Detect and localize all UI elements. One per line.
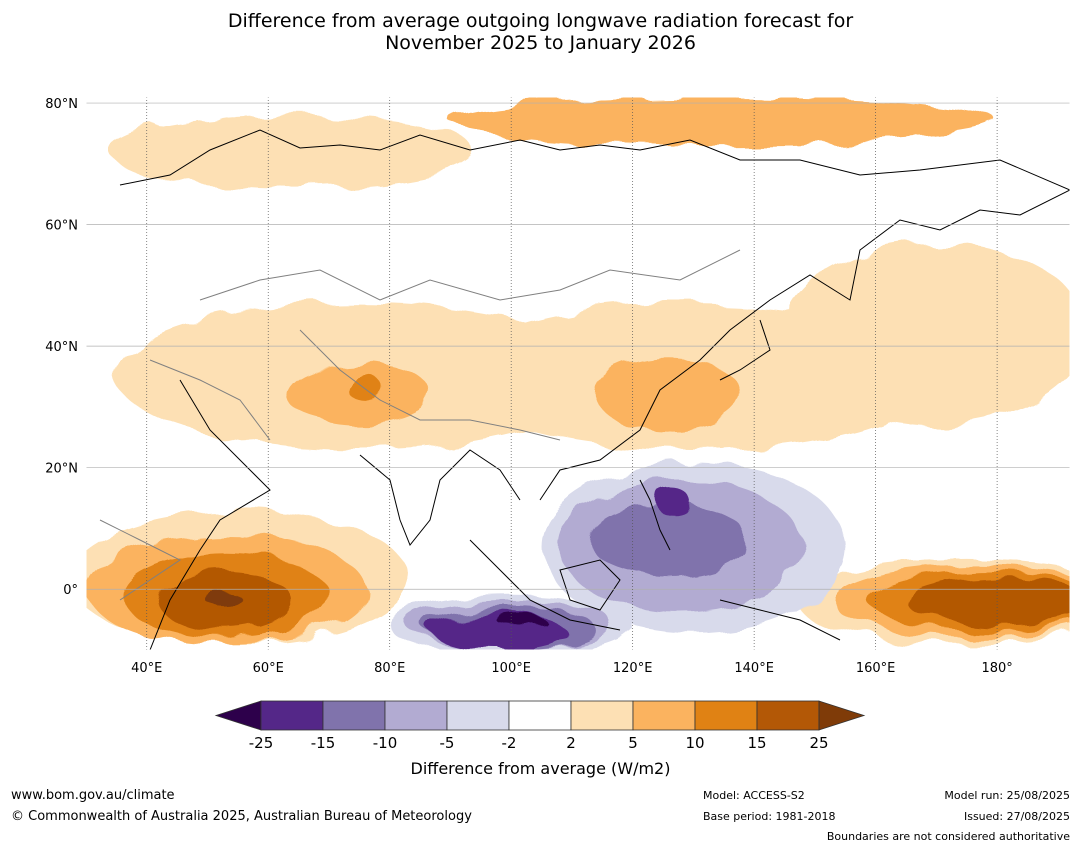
coastline-japan <box>719 319 771 381</box>
anomaly-region-21 <box>656 492 694 517</box>
longitude-label: 100°E <box>491 661 531 676</box>
anomaly-region-20 <box>590 504 749 578</box>
longitude-label: 80°E <box>374 661 405 676</box>
model-run-text: Model run: 25/08/2025 <box>944 789 1070 802</box>
coastline-arabia-africa <box>149 379 271 650</box>
anomaly-region-8 <box>784 242 1070 426</box>
colorbar-tick-labels: -25 -15 -10 -5 -2 2 5 10 15 25 <box>249 734 829 752</box>
model-text: Model: ACCESS-S2 <box>703 789 805 802</box>
longitude-label: 160°E <box>856 661 896 676</box>
anomaly-region-26 <box>499 616 548 629</box>
disclaimer-text: Boundaries are not considered authoritat… <box>826 830 1070 843</box>
colorbar-tick-label: 2 <box>566 734 576 752</box>
colorbar-tick-label: -2 <box>502 734 517 752</box>
colorbar-tick-label: -15 <box>311 734 336 752</box>
colorbar-block <box>694 700 758 731</box>
base-period-text: Base period: 1981-2018 <box>703 810 836 823</box>
coastline-india <box>359 449 521 546</box>
anomaly-map: 80°N 60°N 40°N 20°N 0° 40°E 60°E 80°E 100°E 120°… <box>45 96 1071 676</box>
longitude-label: 140°E <box>734 661 774 676</box>
longitude-label: 180° <box>981 661 1012 676</box>
colorbar-block <box>384 700 448 731</box>
colorbar-block <box>570 700 634 731</box>
coastlines <box>119 129 1070 650</box>
latitude-label: 80°N <box>45 97 78 112</box>
border-central-asia <box>199 249 741 301</box>
longitude-label: 60°E <box>253 661 284 676</box>
coastline-pacific <box>539 189 1070 501</box>
latitude-label: 60°N <box>45 219 78 234</box>
colorbar-tick-label: 15 <box>747 734 766 752</box>
colorbar-tick-label: 10 <box>685 734 704 752</box>
border-africa <box>99 519 181 601</box>
colorbar-block <box>322 700 386 731</box>
colorbar-tick-label: 25 <box>809 734 828 752</box>
colorbar-block <box>632 700 696 731</box>
anomaly-region-6 <box>596 358 742 432</box>
longitude-labels: 40°E 60°E 80°E 100°E 120°E 140°E 160°E 180° <box>131 661 1013 676</box>
title-line-2: November 2025 to January 2026 <box>385 32 696 54</box>
colorbar-under-arrow <box>214 700 262 731</box>
coastline-eurasia-north <box>119 129 1070 191</box>
anomaly-region-1 <box>450 97 998 146</box>
longitude-label: 120°E <box>613 661 653 676</box>
colorbar-tick-label: -5 <box>440 734 455 752</box>
latitude-label: 40°N <box>45 340 78 355</box>
latitude-label: 20°N <box>45 462 78 477</box>
website-link[interactable]: www.bom.gov.au/climate <box>11 788 175 803</box>
coastline-borneo <box>559 559 621 611</box>
colorbar-tick-label: -10 <box>373 734 398 752</box>
colorbar-block <box>508 700 572 731</box>
anomaly-region-25 <box>432 613 566 650</box>
colorbar-tick-label: -25 <box>249 734 274 752</box>
map-frame <box>85 96 1071 651</box>
longitude-label: 40°E <box>131 661 162 676</box>
coastline-sumatra-java <box>469 539 621 631</box>
title-line-1: Difference from average outgoing longwav… <box>227 10 854 32</box>
colorbar-block <box>446 700 510 731</box>
colorbar-tick-label: 5 <box>628 734 638 752</box>
border-middle-east <box>149 359 271 441</box>
country-borders <box>99 249 741 601</box>
map-title: Difference from average outgoing longwav… <box>0 10 1081 54</box>
anomaly-region-0 <box>110 115 475 189</box>
coastline-new-guinea <box>719 599 841 641</box>
coastline-philippines <box>639 479 671 551</box>
colorbar-blocks <box>214 700 866 731</box>
colorbar-label: Difference from average (W/m2) <box>410 759 671 778</box>
graticule <box>86 97 1070 650</box>
colorbar-block <box>756 700 820 731</box>
colorbar-over-arrow <box>818 700 866 731</box>
copyright-text: © Commonwealth of Australia 2025, Austra… <box>11 809 472 824</box>
colorbar-block <box>260 700 324 731</box>
border-himalaya <box>299 329 561 441</box>
latitude-labels: 80°N 60°N 40°N 20°N 0° <box>45 97 78 598</box>
issued-text: Issued: 27/08/2025 <box>963 810 1070 823</box>
latitude-label: 0° <box>63 583 78 598</box>
anomaly-region-13 <box>207 594 244 609</box>
